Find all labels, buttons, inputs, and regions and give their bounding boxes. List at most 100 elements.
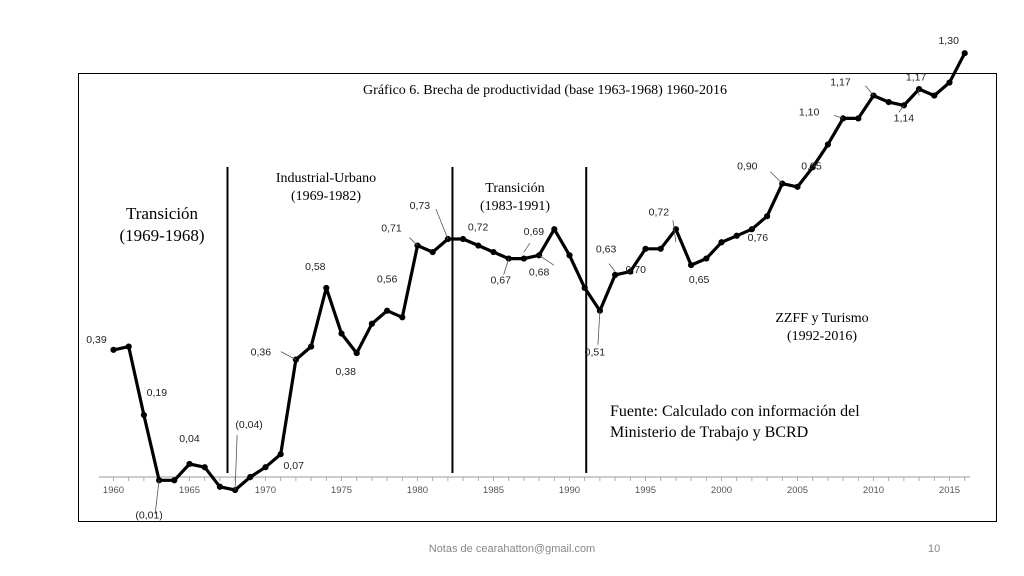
x-tick-label: 2010 — [863, 485, 884, 496]
data-label-leader — [409, 237, 418, 246]
x-tick-label: 2000 — [711, 485, 732, 496]
data-label: 0,71 — [381, 223, 402, 235]
period-transicion-2: Transición (1983-1991) — [480, 181, 550, 214]
data-point — [110, 346, 117, 353]
period-zzff-turismo-line: ZZFF y Turismo — [775, 311, 868, 326]
data-point — [733, 232, 740, 239]
data-point — [429, 248, 436, 256]
period-transicion-1-line: Transición — [126, 204, 199, 223]
data-point — [931, 92, 938, 99]
data-label: 0,69 — [524, 226, 545, 238]
data-label: 1,10 — [799, 106, 820, 118]
data-point — [384, 307, 391, 314]
data-label-leader — [280, 351, 297, 360]
x-tick-label: 1965 — [179, 485, 200, 496]
data-label: 0,68 — [529, 266, 550, 278]
x-tick-label: 1985 — [483, 485, 504, 496]
data-point — [688, 262, 695, 269]
data-point — [353, 350, 360, 357]
data-label: 0,19 — [147, 387, 168, 399]
data-point — [824, 141, 832, 148]
data-point — [581, 284, 588, 292]
source-note-line: Ministerio de Trabajo y BCRD — [610, 424, 808, 441]
data-point — [460, 235, 467, 243]
data-label-leader — [503, 258, 510, 275]
period-transicion-2-line: Transición — [485, 181, 544, 196]
data-label: 0,72 — [468, 221, 489, 233]
data-label-leader — [435, 208, 449, 240]
data-label-leader — [865, 85, 874, 96]
footer-note: Notas de cearahatton@gmail.com — [428, 543, 596, 555]
period-industrial-urbano-line: Industrial-Urbano — [276, 171, 376, 186]
data-label-leader — [597, 310, 601, 345]
data-label: 0,67 — [490, 275, 511, 287]
data-label: 0,90 — [737, 161, 758, 173]
data-label-leader — [538, 254, 555, 266]
x-tick-label: 1975 — [331, 485, 352, 496]
data-point — [368, 320, 375, 327]
data-point — [855, 115, 862, 122]
data-label: 0,07 — [283, 460, 304, 472]
x-tick-label: 1960 — [103, 485, 124, 496]
data-label: 0,51 — [585, 347, 606, 359]
period-transicion-1: Transición (1969-1968) — [120, 204, 205, 245]
data-point — [794, 183, 801, 190]
source-note-line: Fuente: Calculado con información del — [610, 403, 860, 420]
data-point — [551, 226, 558, 233]
data-label: 0,65 — [689, 274, 710, 286]
x-axis: 1960 1965 1970 1975 1980 1985 1990 1995 2000 2005… — [99, 476, 970, 496]
chart-frame — [78, 73, 997, 522]
data-label: 0,95 — [801, 160, 822, 172]
data-point — [703, 255, 710, 262]
x-tick-label: 1995 — [635, 485, 656, 496]
data-point — [657, 245, 664, 252]
data-label: 0,73 — [410, 200, 431, 212]
data-point — [490, 248, 497, 256]
data-point — [916, 85, 923, 93]
source-note: Fuente: Calculado con información del Min… — [610, 403, 860, 441]
data-label-leader — [917, 89, 920, 96]
data-label-leader — [234, 435, 238, 491]
data-point — [171, 477, 178, 484]
data-point — [961, 50, 968, 57]
data-label: 0,36 — [251, 347, 272, 359]
period-transicion-2-line: (1983-1991) — [480, 199, 550, 214]
data-point — [809, 164, 816, 171]
data-label: 0,38 — [335, 366, 356, 378]
data-label-leader — [672, 220, 677, 243]
data-label-leader — [523, 242, 531, 253]
data-point — [764, 213, 771, 220]
data-label: 0,70 — [625, 264, 646, 276]
data-label: 0,76 — [748, 232, 769, 244]
data-point — [885, 99, 892, 106]
data-point — [201, 464, 208, 471]
data-labels: 0,39 0,19 (0,01) 0,04 (0,04) 0,07 0,36 0,58 0,38… — [86, 35, 959, 521]
x-tick-label: 2015 — [939, 485, 960, 496]
data-label: 1,30 — [938, 35, 959, 47]
data-label: (0,01) — [135, 509, 162, 521]
data-point — [520, 255, 528, 262]
period-zzff-turismo: ZZFF y Turismo (1992-2016) — [775, 311, 868, 344]
data-label-leader — [770, 171, 783, 184]
period-zzff-turismo-line: (1992-2016) — [787, 329, 857, 344]
data-label-leader — [898, 105, 905, 113]
data-point — [125, 343, 132, 350]
data-label: 1,14 — [894, 112, 915, 124]
data-label: 0,04 — [179, 433, 200, 445]
data-label: 0,56 — [377, 273, 398, 285]
data-label: 0,72 — [649, 206, 670, 218]
data-point — [247, 473, 254, 481]
data-point — [748, 226, 756, 233]
data-label: (0,04) — [235, 419, 262, 431]
period-annotations: Transición (1969-1968) Industrial-Urbano (1… — [120, 171, 869, 441]
chart-title: Gráfico 6. Brecha de productividad (base… — [363, 83, 727, 98]
data-point — [186, 460, 193, 468]
data-point — [216, 483, 223, 490]
period-dividers — [226, 167, 588, 473]
data-point — [323, 284, 330, 292]
data-label: 1,17 — [906, 72, 927, 84]
data-point — [612, 271, 619, 278]
data-label: 0,63 — [596, 244, 617, 256]
data-point — [946, 79, 953, 86]
